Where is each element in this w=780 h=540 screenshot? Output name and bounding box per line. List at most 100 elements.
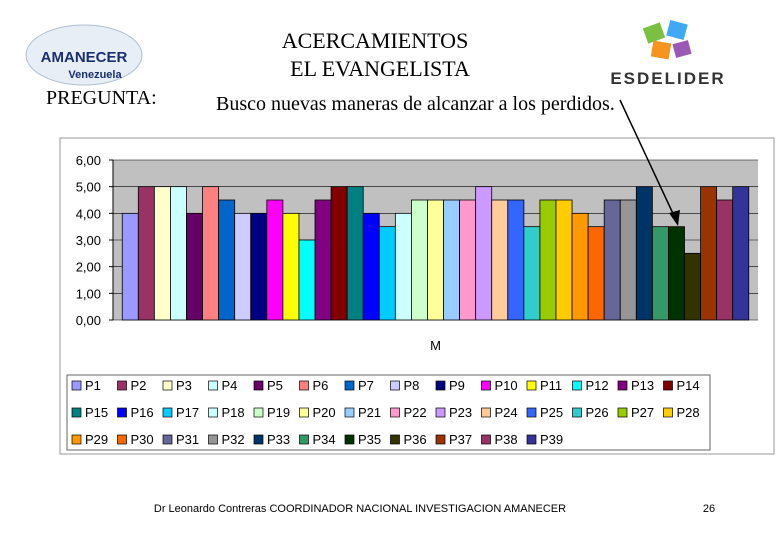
legend-swatch — [344, 407, 355, 418]
legend-label: P24 — [495, 405, 518, 420]
legend-label: P26 — [586, 405, 609, 420]
legend-label: P16 — [131, 405, 154, 420]
legend-label: P19 — [267, 405, 290, 420]
legend-swatch — [71, 380, 82, 391]
bar — [700, 186, 718, 321]
legend-label: P10 — [495, 378, 518, 393]
question-label: PREGUNTA: — [46, 87, 157, 109]
legend-label: P38 — [495, 432, 518, 447]
legend-label: P5 — [267, 378, 283, 393]
logo-left-sub: Venezuela — [68, 69, 122, 81]
bar — [330, 186, 348, 321]
bar — [587, 226, 605, 321]
bar — [314, 199, 332, 321]
bar — [507, 199, 525, 321]
legend-label: P28 — [677, 405, 700, 420]
legend-label: P8 — [404, 378, 420, 393]
legend-label: P18 — [222, 405, 245, 420]
y-tick-label: 1,00 — [76, 286, 101, 301]
legend-swatch — [117, 380, 127, 391]
bar — [668, 226, 685, 321]
legend-label: P27 — [631, 405, 654, 420]
legend-swatch — [344, 380, 355, 391]
legend-swatch — [526, 407, 537, 418]
bar — [137, 186, 155, 321]
bar — [716, 199, 734, 321]
legend-label: P22 — [404, 405, 427, 420]
footer-text: Dr Leonardo Contreras COORDINADOR NACION… — [154, 503, 566, 515]
legend-swatch — [617, 407, 628, 418]
legend-label: P32 — [222, 432, 245, 447]
bar — [603, 199, 621, 321]
title-line: EL EVANGELISTA — [290, 56, 470, 81]
bar — [362, 212, 380, 321]
bar — [202, 186, 220, 321]
legend-label: P4 — [222, 378, 238, 393]
y-tick-label: 0,00 — [76, 313, 101, 328]
legend-swatch — [208, 380, 218, 391]
legend-label: P7 — [358, 378, 374, 393]
bar — [491, 199, 509, 321]
bar — [153, 186, 171, 321]
bar — [346, 186, 364, 321]
bar — [459, 199, 477, 321]
legend-label: P35 — [358, 432, 381, 447]
logo-left-title: AMANECER — [41, 49, 128, 66]
bar — [427, 199, 444, 321]
legend-swatch — [481, 434, 491, 445]
logo-left-bg — [25, 24, 143, 86]
legend-label: P21 — [358, 405, 381, 420]
legend-swatch — [344, 434, 355, 445]
legend-swatch — [208, 407, 218, 418]
legend-frame — [66, 374, 711, 451]
legend-label: P39 — [540, 432, 563, 447]
bar — [443, 199, 460, 321]
legend-swatch — [299, 407, 309, 418]
legend-label: P30 — [131, 432, 154, 447]
legend-swatch — [117, 407, 127, 418]
legend-swatch — [481, 380, 491, 391]
logo-right-shape — [650, 40, 672, 60]
legend-label: P37 — [449, 432, 472, 447]
bar — [186, 212, 203, 321]
legend-label: P29 — [85, 432, 108, 447]
legend-swatch — [253, 434, 264, 445]
legend-swatch — [526, 434, 537, 445]
bar — [298, 239, 316, 321]
legend-label: P23 — [449, 405, 472, 420]
bar — [121, 212, 139, 321]
legend-swatch — [663, 380, 673, 391]
legend-label: P2 — [131, 378, 147, 393]
legend-label: P1 — [85, 378, 101, 393]
y-tick-label: 2,00 — [76, 260, 101, 275]
bar — [635, 186, 653, 321]
legend-swatch — [117, 434, 127, 445]
logo-right-text: ESDELIDER — [610, 69, 725, 88]
bar — [411, 199, 428, 321]
legend-swatch — [435, 380, 446, 391]
legend-swatch — [299, 380, 309, 391]
logo-right-shape — [642, 22, 666, 44]
question: Busco nuevas maneras de alcanzar a los p… — [216, 93, 615, 115]
bar — [684, 252, 701, 321]
legend-label: P17 — [176, 405, 199, 420]
bar — [266, 199, 284, 321]
legend-swatch — [435, 434, 446, 445]
bar — [619, 199, 637, 321]
bar — [651, 226, 669, 321]
bar — [282, 212, 300, 321]
bar — [475, 186, 493, 321]
bar — [394, 212, 412, 321]
legend-swatch — [299, 434, 309, 445]
legend-swatch — [390, 434, 400, 445]
legend-swatch — [390, 407, 400, 418]
legend-swatch — [71, 434, 82, 445]
legend-swatch — [481, 407, 491, 418]
logo-right-shape — [666, 19, 688, 41]
y-tick-label: 3,00 — [76, 233, 101, 248]
arrow-head — [669, 210, 680, 226]
legend-swatch — [208, 434, 218, 445]
bar — [378, 226, 396, 321]
